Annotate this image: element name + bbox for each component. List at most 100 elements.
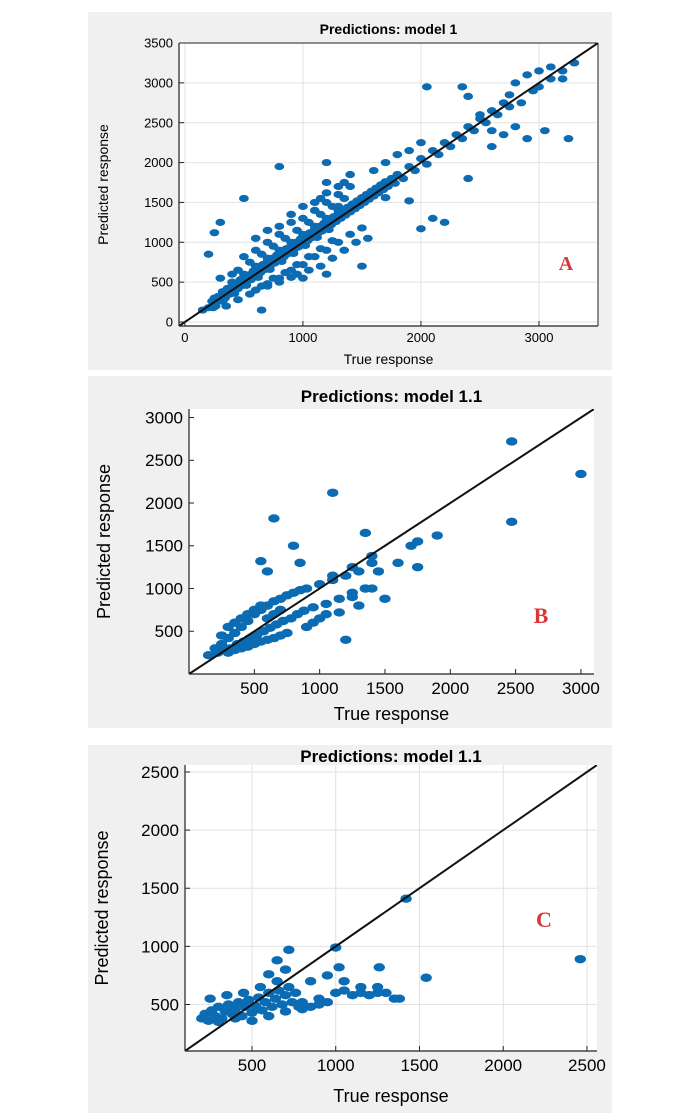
data-point — [392, 151, 403, 159]
data-point — [366, 558, 378, 568]
data-point — [463, 174, 474, 183]
data-point — [215, 631, 228, 640]
data-point — [294, 558, 306, 568]
data-point — [274, 162, 285, 171]
data-point — [279, 965, 292, 974]
y-axis-label: Predicted response — [92, 830, 112, 985]
data-point — [411, 562, 424, 572]
data-point — [357, 224, 367, 232]
x-tick-label: 1000 — [288, 330, 317, 345]
data-point — [574, 954, 586, 964]
panel-letter: A — [559, 253, 574, 275]
y-tick-label: 2500 — [144, 115, 173, 130]
data-point — [540, 127, 550, 135]
data-point — [292, 261, 302, 269]
data-point — [345, 230, 356, 238]
data-point — [262, 282, 273, 290]
data-point — [431, 531, 443, 540]
x-tick-label: 3000 — [525, 330, 554, 345]
data-point — [303, 266, 314, 274]
data-point — [362, 234, 373, 242]
x-tick-label: 1000 — [317, 1056, 355, 1075]
data-point — [339, 194, 350, 203]
data-layer — [189, 409, 594, 674]
x-tick-label: 1500 — [366, 679, 404, 698]
data-point — [321, 270, 332, 278]
data-point — [522, 135, 533, 143]
x-tick-label: 2000 — [406, 330, 435, 345]
data-point — [340, 635, 352, 645]
data-point — [256, 1006, 268, 1015]
data-point — [262, 226, 273, 234]
data-point — [241, 281, 252, 289]
x-axis-label: True response — [344, 351, 434, 367]
scatter-chart-c: 500 1000 1500 2000 2500 500 1000 1500 2000 2500 Pr… — [92, 747, 606, 1106]
data-point — [345, 170, 356, 179]
data-point — [327, 488, 339, 497]
data-point — [266, 1002, 278, 1012]
data-point — [280, 268, 291, 277]
data-point — [300, 241, 311, 250]
y-tick-label: 1500 — [144, 195, 173, 210]
data-point — [339, 178, 350, 187]
data-point — [463, 92, 474, 101]
data-point — [351, 238, 361, 246]
data-point — [457, 83, 468, 91]
y-tick-label: 2000 — [144, 155, 173, 170]
data-point — [371, 988, 384, 998]
x-tick-label: 2000 — [484, 1056, 522, 1075]
data-point — [239, 1002, 251, 1012]
data-point — [286, 218, 296, 226]
data-point — [380, 988, 392, 998]
data-point — [279, 990, 292, 1000]
y-tick-label: 3500 — [144, 36, 173, 51]
chart-panel-a: 0 1000 2000 3000 0 500 1000 1500 2000 2500 3000 350… — [88, 12, 612, 370]
x-tick-label: 500 — [238, 1056, 266, 1075]
data-point — [383, 182, 393, 191]
data-point — [229, 1014, 241, 1023]
data-point — [296, 997, 308, 1007]
y-tick-label: 0 — [166, 315, 173, 330]
y-tick-label: 2000 — [145, 494, 183, 513]
y-tick-label: 500 — [151, 995, 179, 1014]
data-point — [265, 265, 275, 273]
data-point — [262, 254, 273, 262]
y-tick-label: 2000 — [141, 821, 179, 840]
data-point — [279, 1007, 292, 1016]
y-axis-label: Predicted response — [95, 124, 111, 245]
data-point — [333, 608, 345, 617]
data-point — [303, 253, 314, 261]
x-tick-label: 1000 — [301, 679, 339, 698]
data-point — [404, 147, 415, 155]
y-tick-label: 1000 — [145, 579, 183, 598]
y-tick-label: 3000 — [145, 408, 183, 427]
scatter-chart-b: 500 1000 1500 2000 2500 3000 500 1000 1500 2000 25… — [94, 387, 600, 724]
data-point — [392, 558, 404, 568]
data-point — [215, 218, 226, 226]
data-point — [379, 594, 391, 603]
y-tick-label: 2500 — [141, 763, 179, 782]
data-point — [353, 601, 365, 610]
data-point — [315, 194, 326, 203]
data-point — [563, 135, 574, 143]
data-point — [510, 79, 521, 87]
data-point — [289, 988, 302, 998]
data-point — [276, 257, 287, 266]
data-point — [333, 963, 345, 972]
data-point — [263, 1011, 275, 1021]
data-point — [575, 469, 587, 479]
x-tick-label: 500 — [240, 679, 268, 698]
data-point — [506, 437, 518, 446]
data-point — [276, 1000, 288, 1009]
data-point — [557, 75, 568, 83]
data-point — [309, 222, 320, 230]
data-point — [261, 567, 274, 576]
data-point — [357, 262, 367, 270]
data-layer — [185, 765, 597, 1051]
data-point — [250, 262, 261, 270]
data-point — [321, 178, 332, 187]
data-point — [274, 246, 285, 254]
data-point — [202, 650, 215, 660]
data-point — [283, 945, 295, 955]
data-point — [271, 977, 283, 986]
